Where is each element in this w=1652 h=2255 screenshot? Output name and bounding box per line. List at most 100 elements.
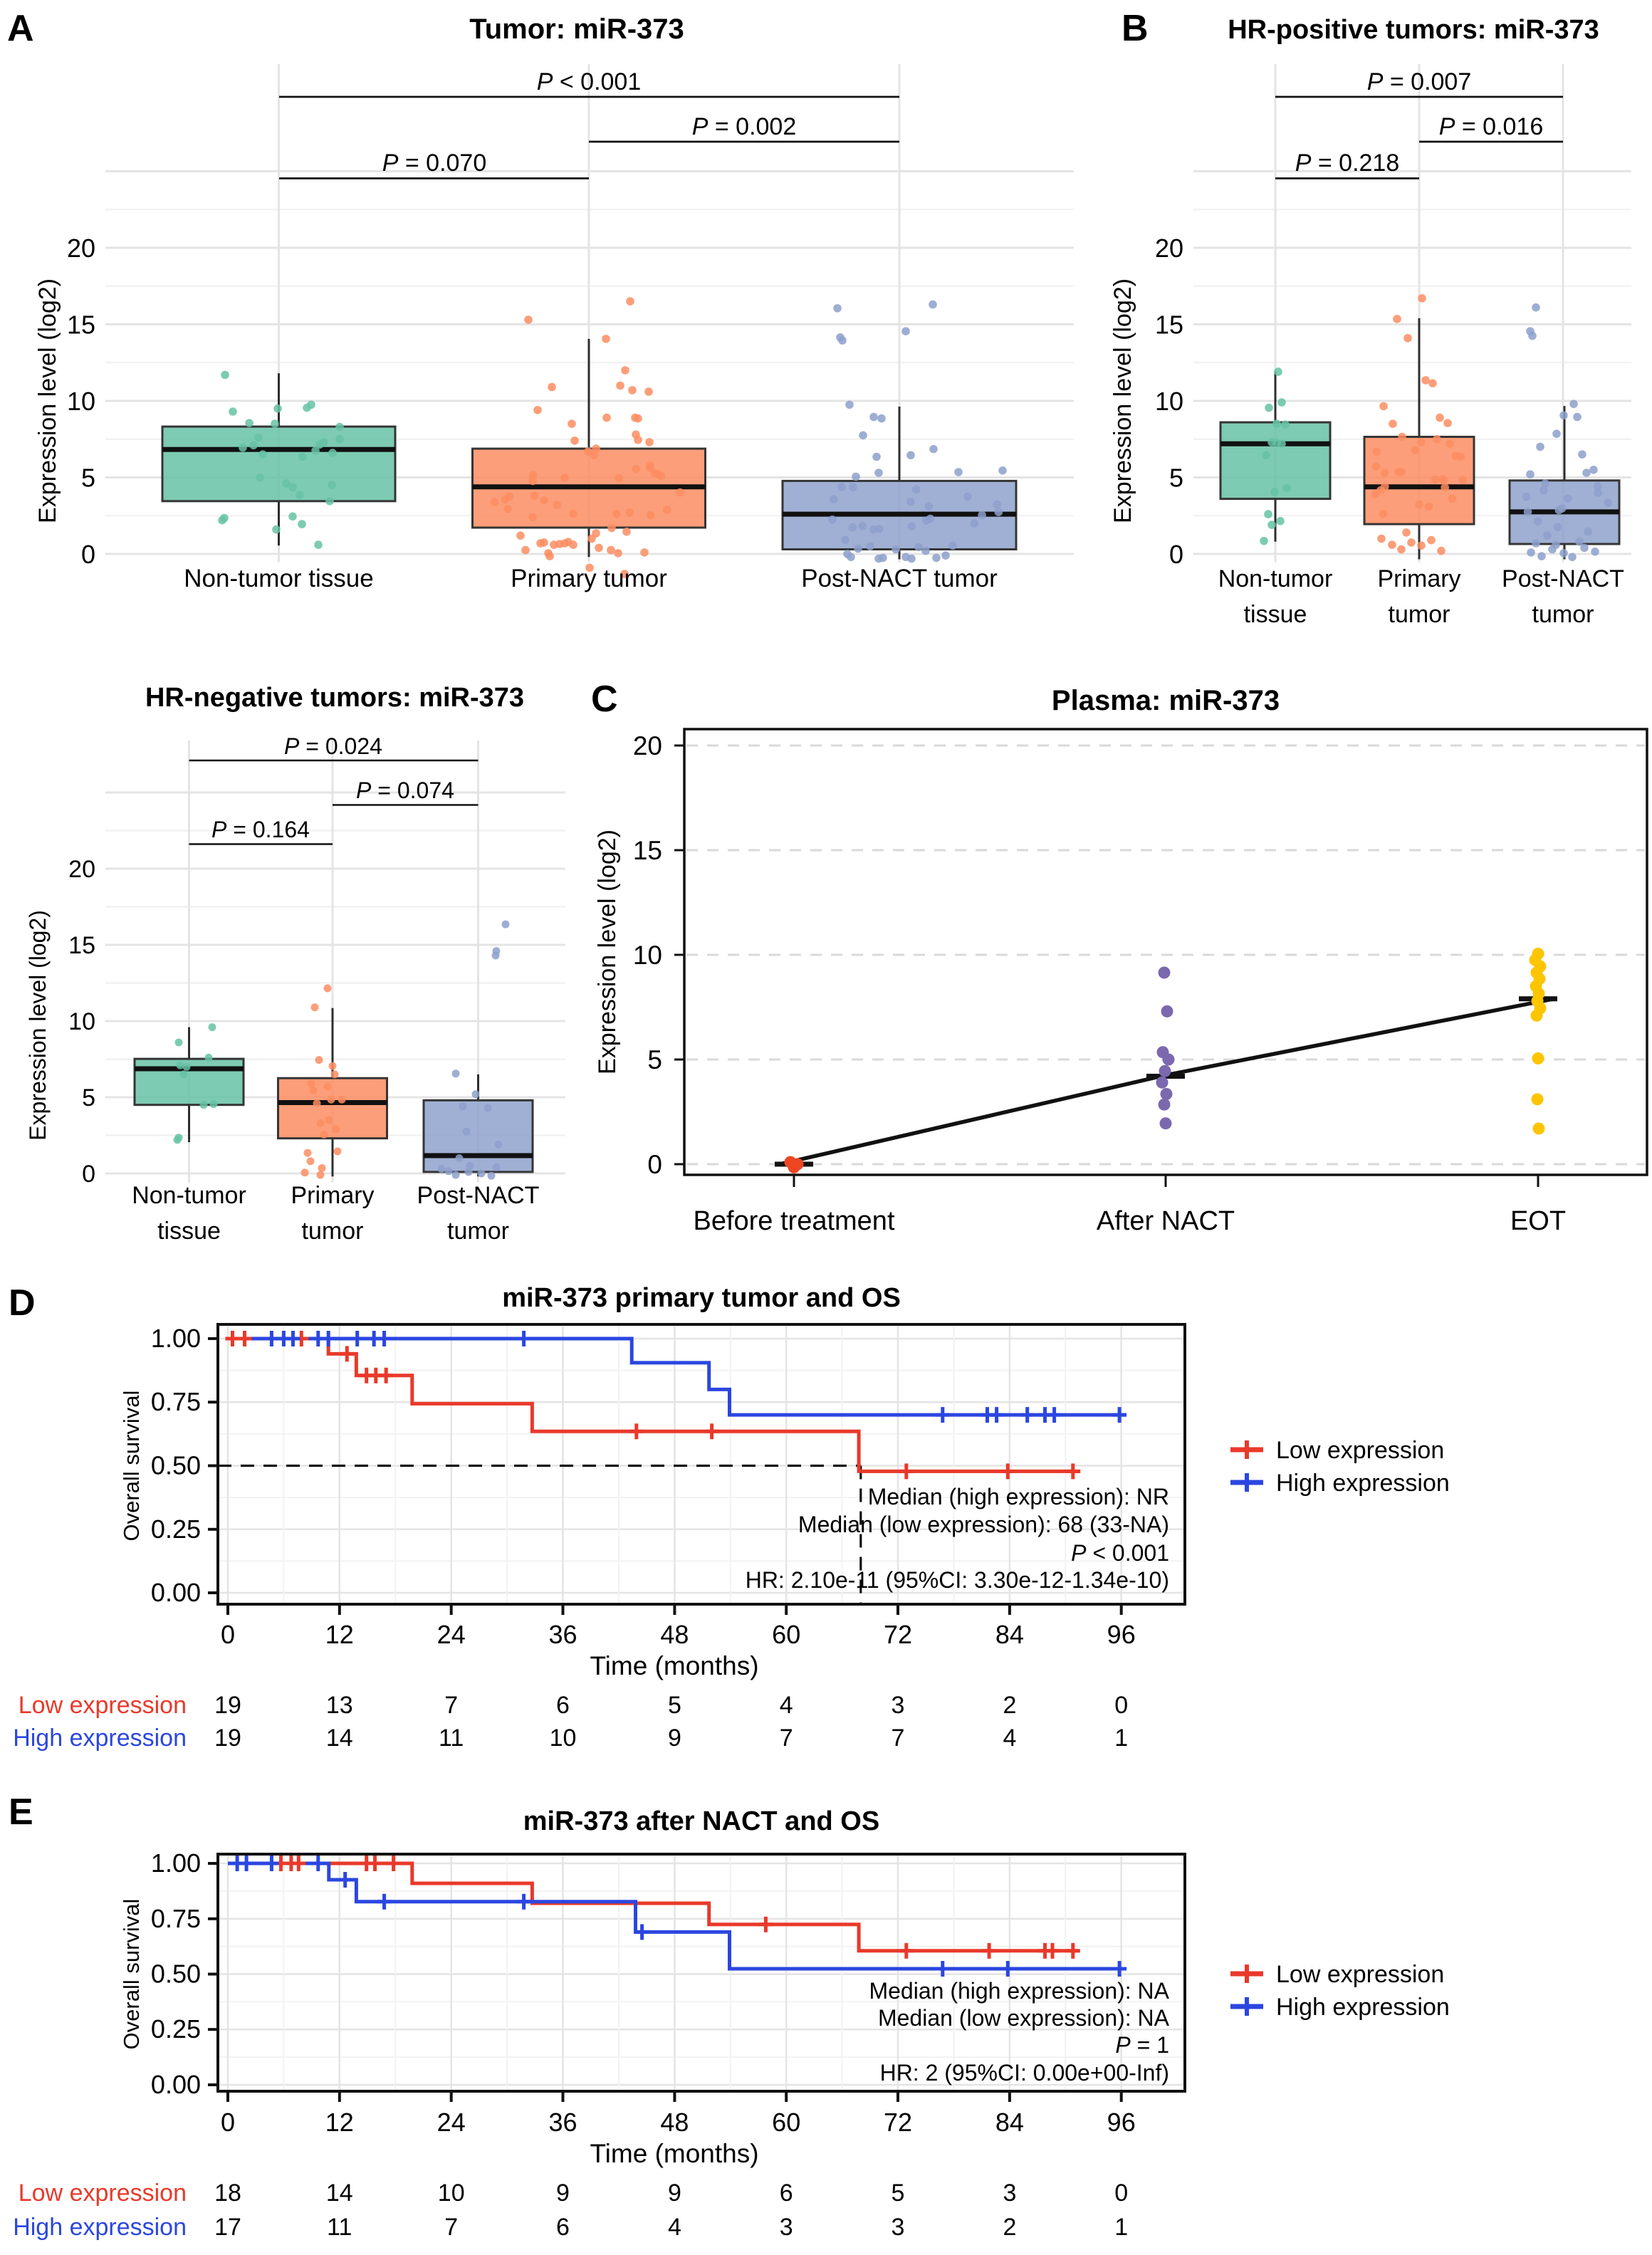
svg-text:14: 14: [326, 1725, 353, 1752]
svg-text:Tumor: miR-373: Tumor: miR-373: [469, 14, 684, 45]
svg-text:EOT: EOT: [1510, 1206, 1566, 1236]
svg-text:5: 5: [668, 1692, 681, 1719]
svg-text:5: 5: [892, 2180, 905, 2207]
svg-text:9: 9: [668, 1725, 681, 1752]
svg-text:B: B: [1122, 8, 1149, 49]
svg-text:1: 1: [1114, 2214, 1128, 2241]
svg-text:1.00: 1.00: [151, 1848, 201, 1878]
svg-text:7: 7: [780, 1725, 793, 1752]
svg-text:HR-positive tumors: miR-373: HR-positive tumors: miR-373: [1228, 15, 1599, 45]
svg-text:HR: 2.10e-11 (95%CI: 3.30e-12-: HR: 2.10e-11 (95%CI: 3.30e-12-1.34e-10): [746, 1567, 1169, 1593]
svg-text:Primary tumor: Primary tumor: [511, 565, 667, 592]
svg-text:4: 4: [1003, 1725, 1016, 1752]
svg-text:Expression level (log2): Expression level (log2): [34, 278, 61, 523]
svg-text:Expression level (log2): Expression level (log2): [1109, 278, 1136, 523]
svg-text:Expression level (log2): Expression level (log2): [25, 910, 51, 1141]
svg-text:P = 1: P = 1: [1115, 2032, 1169, 2058]
svg-text:0: 0: [1114, 1692, 1128, 1719]
svg-text:4: 4: [668, 2214, 681, 2241]
svg-text:3: 3: [1003, 2180, 1016, 2207]
svg-text:0: 0: [221, 2108, 235, 2137]
svg-text:17: 17: [214, 2214, 241, 2241]
svg-text:miR-373 after NACT and OS: miR-373 after NACT and OS: [523, 1806, 879, 1836]
svg-text:48: 48: [660, 1620, 689, 1649]
svg-text:6: 6: [556, 2214, 570, 2241]
svg-text:P = 0.070: P = 0.070: [382, 150, 487, 177]
svg-text:84: 84: [995, 1620, 1024, 1649]
svg-text:11: 11: [439, 1725, 464, 1752]
svg-text:0: 0: [221, 1620, 235, 1649]
svg-text:15: 15: [68, 932, 95, 959]
svg-text:15: 15: [633, 836, 662, 865]
svg-text:96: 96: [1107, 1620, 1136, 1649]
svg-text:Primary: Primary: [1377, 565, 1460, 592]
svg-text:P = 0.024: P = 0.024: [284, 733, 382, 759]
svg-text:3: 3: [780, 2214, 793, 2241]
svg-text:1.00: 1.00: [151, 1324, 201, 1353]
svg-text:tumor: tumor: [1389, 601, 1450, 628]
svg-text:5: 5: [82, 1084, 95, 1111]
svg-text:96: 96: [1107, 2108, 1136, 2137]
svg-text:HR: 2 (95%CI: 0.00e+00-Inf): HR: 2 (95%CI: 0.00e+00-Inf): [880, 2060, 1169, 2086]
svg-text:P = 0.007: P = 0.007: [1367, 68, 1472, 95]
svg-text:72: 72: [884, 2108, 912, 2137]
svg-text:Overall survival: Overall survival: [119, 1391, 144, 1542]
svg-text:Median (high expression): NA: Median (high expression): NA: [869, 1978, 1169, 2004]
svg-text:Before treatment: Before treatment: [693, 1206, 894, 1236]
svg-text:6: 6: [556, 1692, 570, 1719]
svg-text:Median (low expression): NA: Median (low expression): NA: [878, 2005, 1170, 2031]
svg-text:Overall survival: Overall survival: [119, 1899, 144, 2050]
svg-text:9: 9: [556, 2180, 570, 2207]
svg-text:Non-tumor: Non-tumor: [132, 1182, 246, 1209]
svg-text:15: 15: [1155, 310, 1183, 340]
svg-text:P = 0.164: P = 0.164: [211, 817, 310, 842]
svg-text:0.00: 0.00: [151, 1578, 201, 1607]
svg-text:tumor: tumor: [302, 1218, 364, 1245]
svg-text:Post-NACT: Post-NACT: [1502, 565, 1624, 592]
svg-text:High expression: High expression: [13, 1725, 187, 1752]
svg-text:Low expression: Low expression: [19, 2180, 187, 2207]
svg-text:24: 24: [437, 1620, 466, 1649]
svg-text:20: 20: [68, 856, 95, 883]
svg-text:2: 2: [1003, 2214, 1016, 2241]
svg-text:C: C: [591, 679, 618, 720]
svg-text:0: 0: [1169, 540, 1183, 569]
svg-text:Expression level (log2): Expression level (log2): [594, 830, 621, 1074]
svg-text:14: 14: [326, 2180, 353, 2207]
svg-text:60: 60: [772, 1620, 800, 1649]
svg-text:72: 72: [884, 1620, 912, 1649]
svg-text:Plasma: miR-373: Plasma: miR-373: [1052, 685, 1280, 716]
svg-text:7: 7: [444, 2214, 458, 2241]
svg-text:High expression: High expression: [1276, 1994, 1450, 2021]
svg-text:15: 15: [67, 310, 95, 340]
svg-text:P = 0.218: P = 0.218: [1295, 150, 1400, 177]
svg-text:0.50: 0.50: [151, 1451, 201, 1480]
svg-text:P = 0.016: P = 0.016: [1439, 113, 1544, 140]
svg-text:0: 0: [647, 1150, 662, 1179]
svg-text:10: 10: [550, 1725, 577, 1752]
svg-text:0.50: 0.50: [151, 1960, 201, 1989]
svg-text:P = 0.074: P = 0.074: [356, 778, 454, 803]
svg-text:20: 20: [633, 731, 662, 760]
svg-text:Post-NACT: Post-NACT: [417, 1182, 540, 1209]
svg-text:Time (months): Time (months): [590, 1651, 758, 1680]
svg-text:13: 13: [326, 1692, 353, 1719]
svg-text:7: 7: [892, 1725, 905, 1752]
svg-text:tissue: tissue: [1244, 601, 1307, 628]
svg-text:20: 20: [67, 234, 95, 263]
svg-text:12: 12: [325, 2108, 354, 2137]
svg-text:Low expression: Low expression: [1276, 1961, 1444, 1988]
svg-text:Median (low expression): 68 (3: Median (low expression): 68 (33-NA): [798, 1512, 1169, 1537]
svg-text:0: 0: [82, 1161, 95, 1188]
svg-text:11: 11: [327, 2214, 352, 2241]
svg-text:3: 3: [892, 1692, 905, 1719]
svg-text:0: 0: [81, 540, 95, 569]
svg-text:4: 4: [780, 1692, 793, 1719]
svg-text:tumor: tumor: [447, 1218, 509, 1245]
svg-text:60: 60: [772, 2108, 800, 2137]
svg-text:miR-373 primary tumor and OS: miR-373 primary tumor and OS: [502, 1283, 901, 1313]
svg-text:10: 10: [67, 387, 95, 416]
svg-text:7: 7: [444, 1692, 458, 1719]
svg-text:P = 0.002: P = 0.002: [692, 113, 797, 140]
svg-text:18: 18: [214, 2180, 241, 2207]
